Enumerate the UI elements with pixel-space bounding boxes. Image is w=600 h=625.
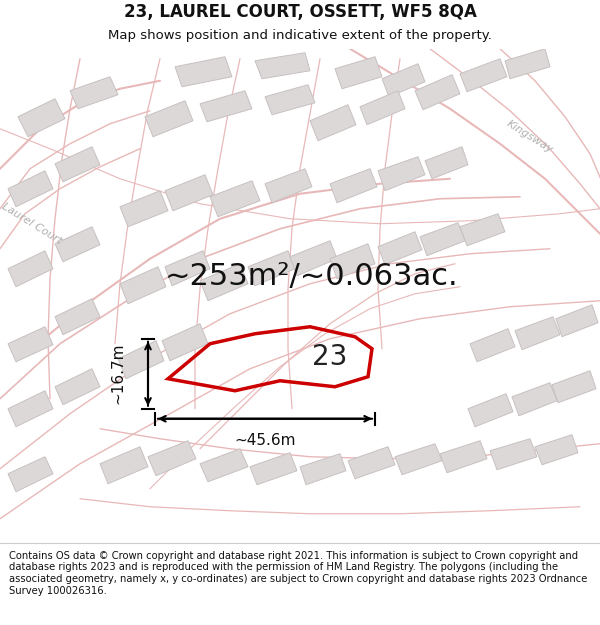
Text: Map shows position and indicative extent of the property.: Map shows position and indicative extent… [108, 29, 492, 42]
Polygon shape [148, 441, 196, 476]
Polygon shape [556, 305, 598, 337]
Polygon shape [145, 101, 193, 137]
Polygon shape [330, 169, 377, 202]
Polygon shape [120, 191, 168, 227]
Polygon shape [162, 324, 208, 361]
Polygon shape [330, 244, 375, 279]
Text: Kingsway: Kingsway [505, 119, 555, 155]
Polygon shape [395, 444, 442, 475]
Polygon shape [248, 251, 295, 286]
Text: 23: 23 [313, 342, 347, 371]
Polygon shape [8, 251, 53, 287]
Polygon shape [8, 391, 53, 427]
Polygon shape [18, 99, 65, 137]
Polygon shape [200, 91, 252, 122]
Text: Contains OS data © Crown copyright and database right 2021. This information is : Contains OS data © Crown copyright and d… [9, 551, 587, 596]
Polygon shape [255, 52, 310, 79]
Polygon shape [552, 371, 596, 402]
Polygon shape [515, 317, 560, 350]
Polygon shape [382, 64, 425, 97]
Polygon shape [265, 169, 312, 202]
Polygon shape [290, 241, 337, 276]
Polygon shape [118, 341, 164, 379]
Polygon shape [535, 435, 578, 465]
Polygon shape [8, 171, 53, 207]
Polygon shape [378, 157, 425, 191]
Polygon shape [120, 267, 166, 304]
Polygon shape [505, 49, 550, 79]
Polygon shape [420, 222, 465, 256]
Polygon shape [200, 449, 248, 482]
Polygon shape [348, 447, 395, 479]
Polygon shape [378, 232, 422, 265]
Text: ~253m²/~0.063ac.: ~253m²/~0.063ac. [165, 262, 458, 291]
Polygon shape [70, 77, 118, 109]
Text: ~16.7m: ~16.7m [110, 343, 125, 404]
Text: ~45.6m: ~45.6m [234, 433, 296, 448]
Polygon shape [460, 214, 505, 246]
Polygon shape [165, 175, 213, 211]
Polygon shape [265, 85, 315, 115]
Polygon shape [512, 382, 557, 416]
Polygon shape [55, 147, 100, 182]
Text: Laurel Court: Laurel Court [0, 201, 64, 246]
Polygon shape [100, 447, 148, 484]
Polygon shape [55, 299, 100, 335]
Polygon shape [460, 59, 507, 92]
Polygon shape [310, 105, 356, 141]
Polygon shape [300, 454, 346, 485]
Polygon shape [165, 251, 210, 286]
Polygon shape [8, 327, 53, 362]
Polygon shape [210, 181, 260, 217]
Polygon shape [470, 329, 515, 362]
Polygon shape [200, 264, 248, 301]
Polygon shape [440, 441, 487, 472]
Polygon shape [425, 147, 468, 179]
Text: 23, LAUREL COURT, OSSETT, WF5 8QA: 23, LAUREL COURT, OSSETT, WF5 8QA [124, 2, 476, 21]
Polygon shape [175, 57, 232, 87]
Polygon shape [55, 369, 100, 405]
Polygon shape [360, 91, 405, 125]
Polygon shape [55, 227, 100, 262]
Polygon shape [250, 452, 297, 485]
Polygon shape [8, 457, 53, 492]
Polygon shape [490, 439, 537, 470]
Polygon shape [415, 75, 460, 110]
Polygon shape [468, 394, 513, 427]
Polygon shape [335, 57, 382, 89]
